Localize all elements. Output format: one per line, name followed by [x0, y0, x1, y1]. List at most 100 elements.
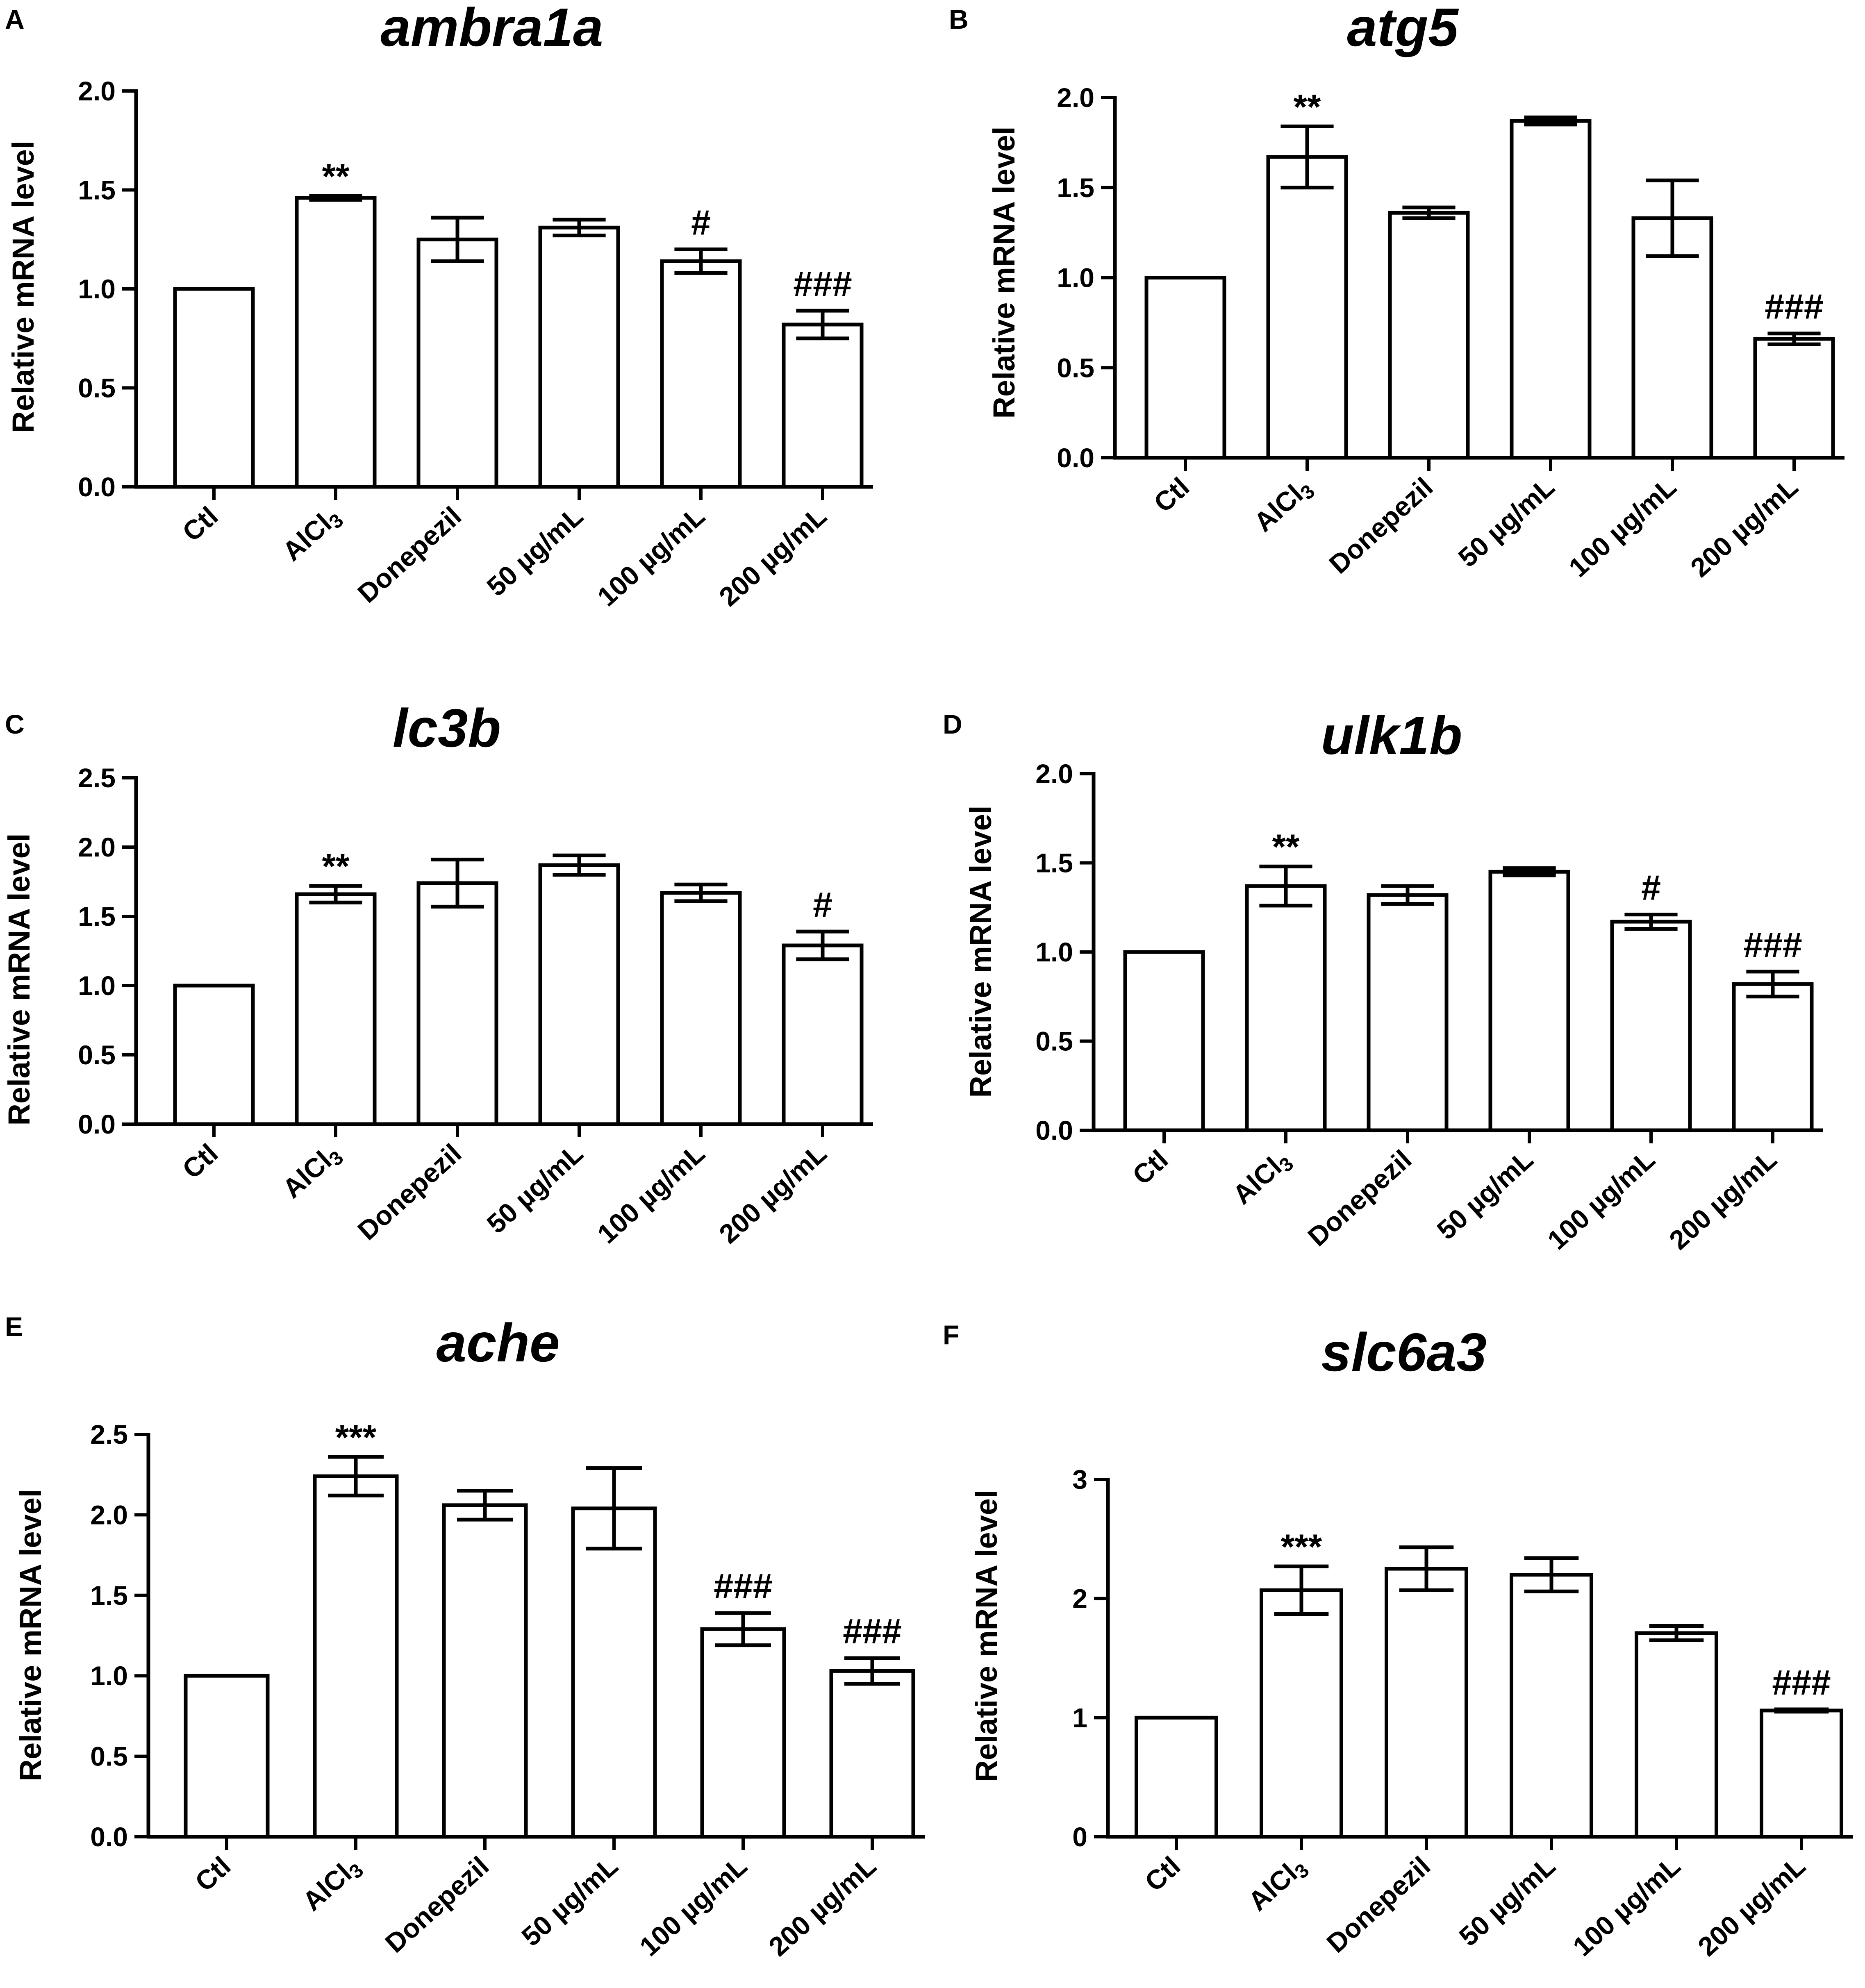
y-tick-label: 0.0: [1035, 1115, 1073, 1145]
bar: [1760, 1709, 1843, 1839]
chart-title: lc3b: [393, 698, 501, 758]
chart-title: atg5: [1347, 0, 1459, 57]
y-ticks: 0.0 0.5 1.0 1.5 2.0 2.5: [90, 1419, 148, 1852]
bar: [1144, 276, 1226, 460]
bar: [1135, 1715, 1218, 1839]
y-ticks: 0 1 2 3: [1072, 1464, 1108, 1852]
y-tick-label: 0.5: [78, 1040, 116, 1070]
bar: [700, 1627, 786, 1839]
bar: [660, 891, 742, 1126]
error-bars: [1259, 864, 1799, 999]
y-tick-label: 3: [1072, 1464, 1087, 1495]
significance-labels: *** ### ###: [335, 1418, 902, 1651]
bar: [313, 1474, 399, 1839]
chart-title: ache: [437, 1313, 560, 1373]
bar: [1510, 1573, 1593, 1839]
bar: [1367, 893, 1449, 1132]
bar: [1266, 155, 1348, 460]
bar: [1610, 920, 1692, 1132]
y-axis-label: Relative mRNA level: [2, 834, 36, 1126]
bar: [295, 196, 377, 489]
bar: [782, 943, 864, 1126]
y-tick-label: 1.0: [1035, 937, 1073, 967]
bar: [1123, 950, 1205, 1132]
y-axis-label: Relative mRNA level: [14, 1489, 48, 1781]
significance-label: ***: [335, 1418, 377, 1457]
bar: [295, 892, 377, 1126]
error-bars: [1280, 115, 1821, 346]
bar: [782, 323, 864, 489]
y-ticks: 0.0 0.5 1.0 1.5 2.0: [1057, 82, 1115, 473]
chart-title: ambra1a: [380, 0, 603, 57]
y-tick-label: 1.5: [78, 175, 116, 205]
y-tick-label: 2.5: [78, 763, 116, 793]
y-ticks: 0.0 0.5 1.0 1.5 2.0: [78, 76, 136, 502]
y-axis-label: Relative mRNA level: [987, 127, 1021, 419]
chart-title: ulk1b: [1321, 705, 1462, 766]
bar: [184, 1674, 270, 1839]
significance-label: #: [691, 203, 711, 242]
y-tick-label: 2.0: [78, 832, 116, 862]
significance-label: **: [322, 157, 350, 196]
significance-labels: ** #: [322, 847, 832, 925]
error-bars: [309, 853, 849, 961]
y-tick-label: 2: [1072, 1584, 1087, 1614]
bar: [660, 259, 742, 489]
bar: [1245, 884, 1327, 1132]
bar: [173, 984, 255, 1126]
y-tick-label: 1.5: [1057, 173, 1094, 203]
y-tick-label: 0.0: [1057, 443, 1094, 473]
bar: [538, 225, 620, 489]
y-tick-label: 0.5: [78, 373, 116, 403]
significance-labels: *** ###: [1281, 1527, 1831, 1702]
bar: [1260, 1588, 1343, 1839]
bar: [1635, 1631, 1718, 1839]
significance-label: ***: [1281, 1527, 1322, 1567]
y-tick-label: 0.0: [90, 1822, 128, 1852]
bar: [571, 1506, 657, 1839]
y-tick-label: 2.0: [90, 1500, 128, 1530]
bar: [1385, 1567, 1468, 1839]
bars: [1135, 1567, 1843, 1839]
chart-title: slc6a3: [1321, 1322, 1487, 1382]
significance-label: #: [813, 885, 832, 925]
significance-label: **: [1272, 827, 1300, 867]
significance-labels: ** ###: [1294, 87, 1824, 326]
y-tick-label: 0.0: [78, 472, 116, 502]
y-axis-label: Relative mRNA level: [969, 1490, 1003, 1782]
bar: [829, 1669, 915, 1839]
y-tick-label: 1.5: [78, 901, 116, 932]
bar: [538, 863, 620, 1126]
y-tick-label: 1.0: [78, 274, 116, 304]
significance-label: ###: [1765, 287, 1824, 327]
y-tick-label: 1.0: [1057, 263, 1094, 293]
y-tick-label: 0.5: [1035, 1026, 1073, 1056]
bar: [1753, 337, 1835, 460]
panel-letter: F: [943, 1320, 959, 1350]
bar: [416, 237, 498, 489]
y-ticks: 0.0 0.5 1.0 1.5 2.0: [1035, 759, 1094, 1145]
y-axis-label: Relative mRNA level: [964, 806, 998, 1098]
significance-label: ###: [793, 264, 852, 304]
bar: [1732, 982, 1814, 1132]
significance-label: ###: [714, 1567, 773, 1606]
y-tick-label: 1.5: [1035, 848, 1073, 878]
y-tick-label: 2.0: [1035, 759, 1073, 789]
y-tick-label: 0.5: [1057, 352, 1094, 383]
y-tick-label: 2.5: [90, 1419, 128, 1450]
y-ticks: 0.0 0.5 1.0 1.5 2.0 2.5: [78, 763, 136, 1139]
bars: [173, 196, 864, 489]
y-axis-label: Relative mRNA level: [6, 141, 40, 433]
significance-label: #: [1641, 868, 1661, 908]
panel-letter: D: [943, 709, 962, 739]
bar: [1488, 870, 1570, 1132]
bar: [416, 881, 498, 1126]
significance-labels: **####: [1272, 827, 1802, 965]
error-bars: [328, 1455, 900, 1686]
error-bars: [1274, 1545, 1829, 1714]
y-tick-label: 0.0: [78, 1109, 116, 1139]
bar: [1510, 119, 1592, 460]
significance-label: ###: [843, 1612, 902, 1651]
y-tick-label: 1.0: [90, 1661, 128, 1691]
